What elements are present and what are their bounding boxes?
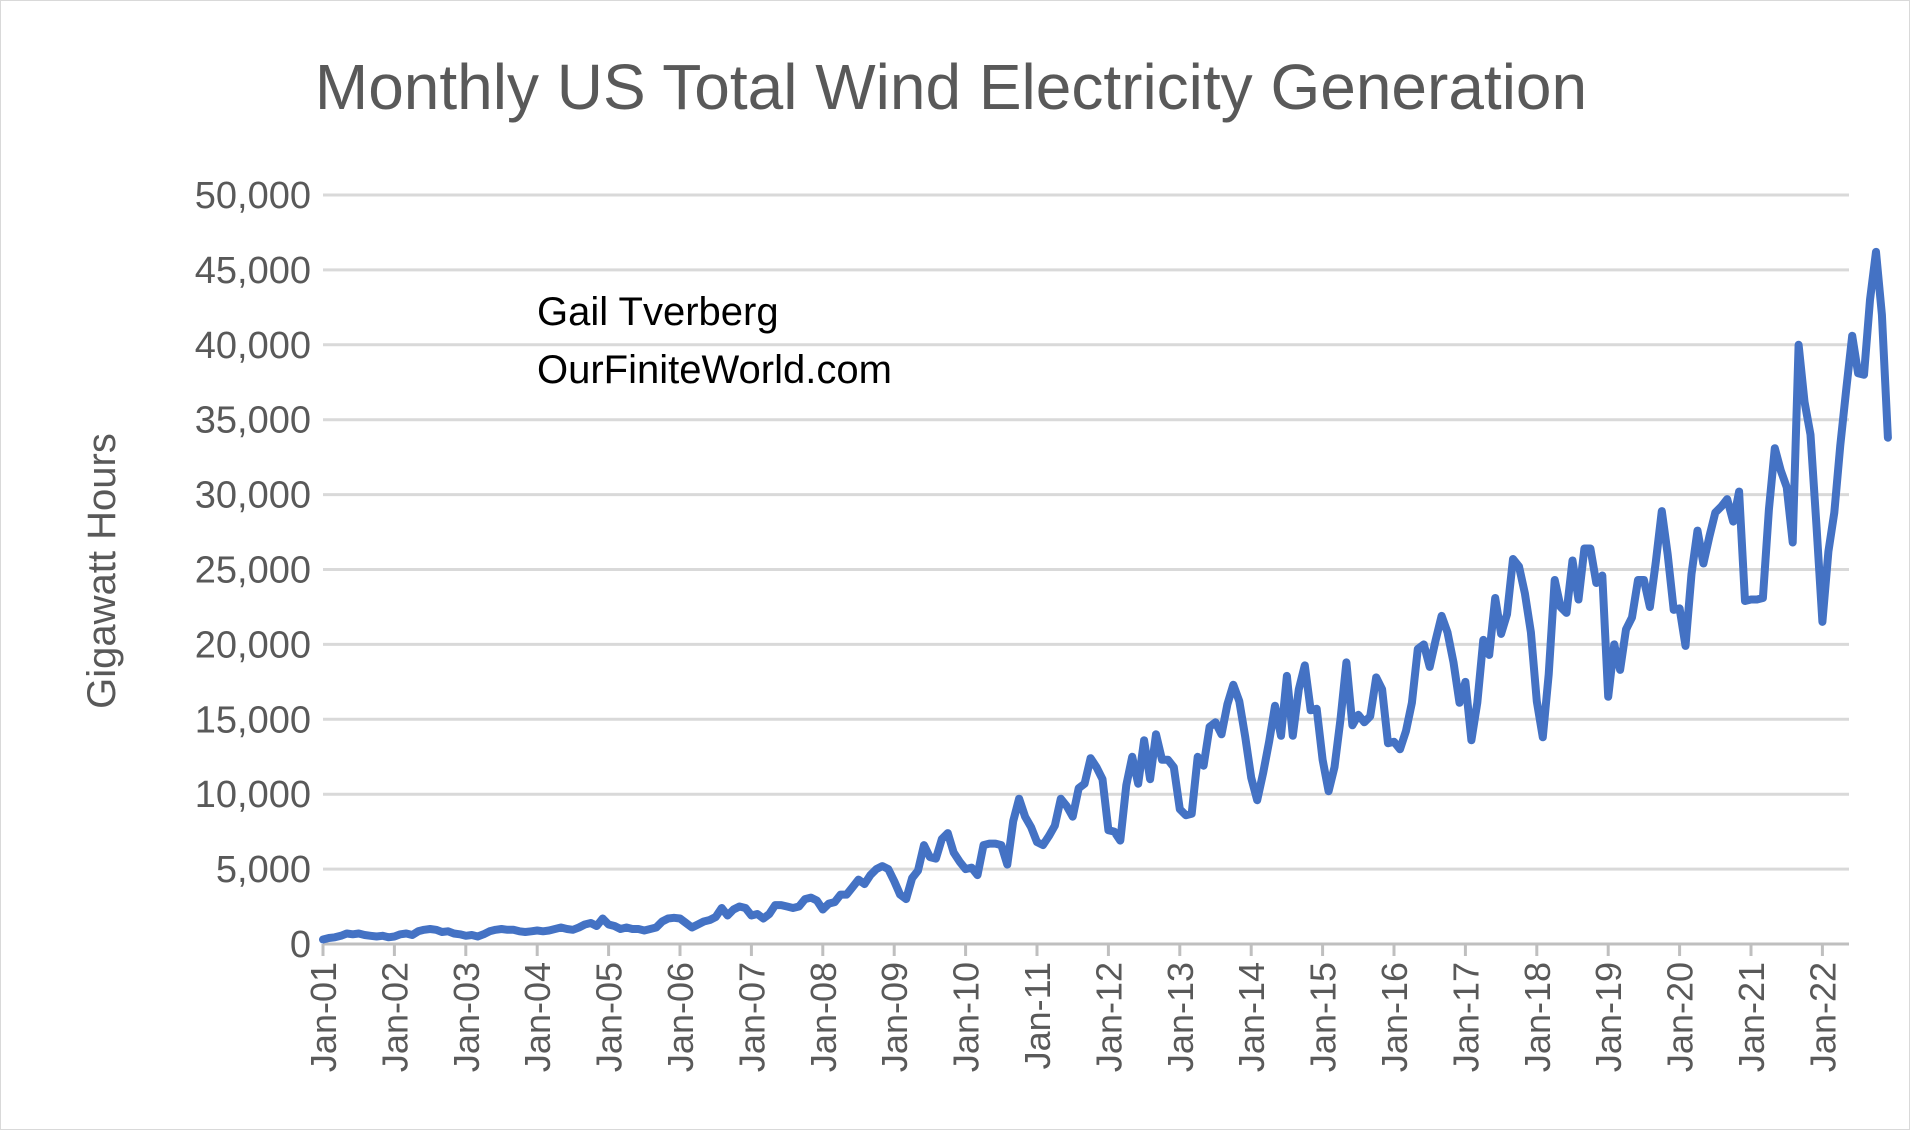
- y-tick-label: 25,000: [195, 550, 311, 592]
- author-annotation: Gail Tverberg: [537, 290, 779, 334]
- y-tick-label: 20,000: [195, 624, 311, 666]
- y-tick-labels: 0 5,000 10,000 15,000 20,000 25,000 30,000 35,0…: [195, 175, 311, 966]
- x-tick-label: Jan-10: [946, 962, 987, 1072]
- x-tick-label: Jan-14: [1231, 962, 1272, 1072]
- y-tick-label: 35,000: [195, 400, 311, 442]
- y-tick-label: 30,000: [195, 475, 311, 517]
- x-tick-label: Jan-04: [517, 962, 558, 1072]
- y-tick-label: 45,000: [195, 250, 311, 292]
- y-tick-label: 0: [290, 924, 311, 966]
- y-axis-label: Gigawatt Hours: [80, 433, 124, 709]
- x-tick-label: Jan-12: [1088, 962, 1129, 1072]
- x-tick-label: Jan-13: [1160, 962, 1201, 1072]
- y-tick-label: 5,000: [216, 849, 311, 891]
- x-tick-label: Jan-20: [1660, 962, 1701, 1072]
- x-tick-label: Jan-02: [374, 962, 415, 1072]
- y-tick-label: 10,000: [195, 774, 311, 816]
- gridlines: [323, 193, 1849, 871]
- x-tick-label: Jan-01: [303, 962, 344, 1072]
- x-tick-label: Jan-05: [589, 962, 630, 1072]
- x-tick-label: Jan-06: [660, 962, 701, 1072]
- x-tick-label: Jan-16: [1374, 962, 1415, 1072]
- y-tick-label: 40,000: [195, 325, 311, 367]
- x-tick-label: Jan-17: [1445, 962, 1486, 1072]
- y-tick-label: 50,000: [195, 175, 311, 217]
- series-line: [319, 247, 1892, 944]
- x-tick-label: Jan-08: [803, 962, 844, 1072]
- x-tick-label: Jan-03: [446, 962, 487, 1072]
- x-tick-label: Jan-18: [1517, 962, 1558, 1072]
- series-layer: [319, 247, 1892, 944]
- x-tick-label: Jan-09: [874, 962, 915, 1072]
- website-annotation: OurFiniteWorld.com: [537, 348, 892, 392]
- chart-title: Monthly US Total Wind Electricity Genera…: [315, 51, 1587, 123]
- y-tick-label: 15,000: [195, 699, 311, 741]
- x-tick-label: Jan-21: [1731, 962, 1772, 1072]
- x-tick-label: Jan-15: [1303, 962, 1344, 1072]
- x-tick-label: Jan-07: [731, 962, 772, 1072]
- x-tick-labels: Jan-01 Jan-02 Jan-03 Jan-04 Jan-05 Jan-06 Jan-…: [303, 944, 1843, 1072]
- x-tick-label: Jan-22: [1802, 962, 1843, 1072]
- x-tick-label: Jan-11: [1017, 962, 1058, 1069]
- x-tick-label: Jan-19: [1588, 962, 1629, 1072]
